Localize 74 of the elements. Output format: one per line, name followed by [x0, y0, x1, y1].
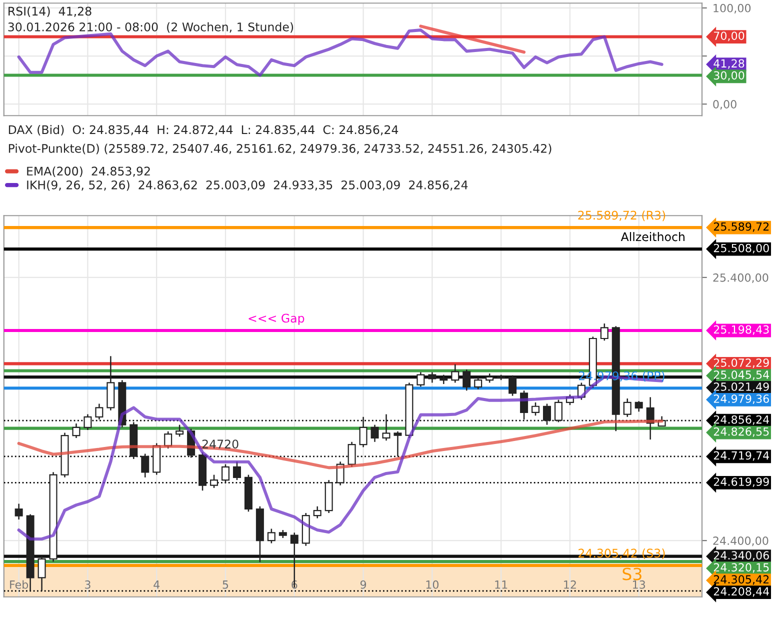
- ref-line-label: 24.320,15: [714, 563, 769, 573]
- candlestick: [508, 374, 517, 396]
- ref-line-label: 25.021,49: [714, 382, 769, 392]
- text: 30.01.2026 21:00 - 08:00 (2 Wochen, 1 Stunde): [8, 22, 294, 33]
- candlestick: [164, 430, 172, 450]
- ref-line-label: 24.619,99: [714, 478, 769, 488]
- candlestick: [84, 414, 92, 431]
- legend-label: IKH(9, 26, 52, 26) 24.863,62 25.003,09 24.933,35 25.003,09 24.856,24: [27, 180, 468, 191]
- candlestick: [554, 399, 562, 423]
- ref-line-label: 70,00: [714, 32, 744, 42]
- candlestick: [623, 398, 632, 418]
- x-tick-label: 10: [426, 580, 439, 589]
- candlestick: [359, 416, 368, 448]
- x-tick-label: Feb: [10, 580, 28, 589]
- x-tick-label: 13: [633, 580, 646, 589]
- y-tick-label: 0,00: [713, 100, 736, 110]
- ref-line-label: 24.826,55: [714, 427, 769, 437]
- candlestick: [382, 414, 390, 442]
- ref-line-label: 24.979,36: [714, 394, 769, 404]
- y-tick-label: 100,00: [714, 4, 751, 14]
- candlestick: [95, 403, 104, 420]
- ref-line-label: 24.856,24: [714, 415, 770, 425]
- annotation: S3: [622, 568, 642, 580]
- candlestick: [634, 400, 643, 412]
- annotation: Allzeithoch: [620, 232, 684, 242]
- candlestick: [532, 402, 540, 416]
- candlestick: [394, 430, 402, 457]
- ref-line-label: 25.198,43: [714, 325, 769, 335]
- candlestick: [176, 424, 184, 438]
- candlestick: [462, 368, 471, 392]
- candlestick: [600, 322, 608, 342]
- annotation: 24720: [202, 440, 238, 449]
- candlestick: [416, 372, 425, 388]
- y-tick-label: 25.400,00: [713, 273, 768, 283]
- chart-subtitle: Pivot-Punkte(D) (25589.72, 25407.46, 25161.62, 24979.36, 24733.52, 24551.26, 24305.42): [8, 144, 552, 154]
- annotation: 25.589,72 (R3): [578, 210, 666, 222]
- ref-line-label: 24.305,42: [714, 575, 769, 585]
- candlestick: [222, 464, 230, 484]
- candlestick: [232, 461, 241, 481]
- text: 41,28: [714, 59, 744, 69]
- candlestick: [440, 374, 448, 385]
- ref-line-label: 24.340,06: [714, 551, 769, 561]
- ref-line-label: 25.508,00: [714, 244, 769, 254]
- ref-line-label: 24.208,44: [714, 587, 770, 597]
- candlestick: [290, 532, 298, 588]
- x-tick-label: 11: [495, 580, 508, 589]
- candlestick: [370, 424, 379, 443]
- candlestick: [542, 403, 551, 426]
- ref-line-label: 25.045,54: [714, 370, 770, 380]
- x-tick-label: 4: [154, 580, 160, 589]
- x-tick-label: 5: [222, 580, 228, 589]
- ref-line-label: 30,00: [714, 71, 744, 81]
- legend-label: EMA(200) 24.853,92: [27, 166, 150, 177]
- candlestick: [38, 556, 46, 592]
- ref-line-label: 24.719,74: [714, 451, 770, 461]
- candlestick: [486, 372, 494, 384]
- candlestick: [428, 372, 436, 384]
- candlestick: [141, 453, 150, 478]
- x-tick-label: 3: [85, 580, 90, 589]
- x-tick-label: 9: [360, 580, 366, 589]
- candlestick: [451, 364, 460, 384]
- x-tick-label: 12: [564, 580, 576, 589]
- candlestick: [72, 422, 80, 439]
- ref-line-label: 25.589,72: [714, 222, 769, 232]
- chart-title: RSI(14) 41,28: [8, 6, 92, 18]
- chart-title: DAX (Bid) O: 24.835,44 H: 24.872,44 L: 24.835,44 C: 24.856,24: [8, 125, 398, 136]
- candlestick: [313, 506, 322, 519]
- candlestick: [14, 503, 23, 520]
- candlestick: [210, 474, 218, 489]
- candlestick: [474, 376, 482, 390]
- annotation: <<< Gap: [248, 314, 304, 325]
- ref-line-label: 25.072,29: [714, 358, 769, 368]
- y-tick-label: 24.400,00: [713, 536, 768, 546]
- candlestick: [267, 528, 276, 544]
